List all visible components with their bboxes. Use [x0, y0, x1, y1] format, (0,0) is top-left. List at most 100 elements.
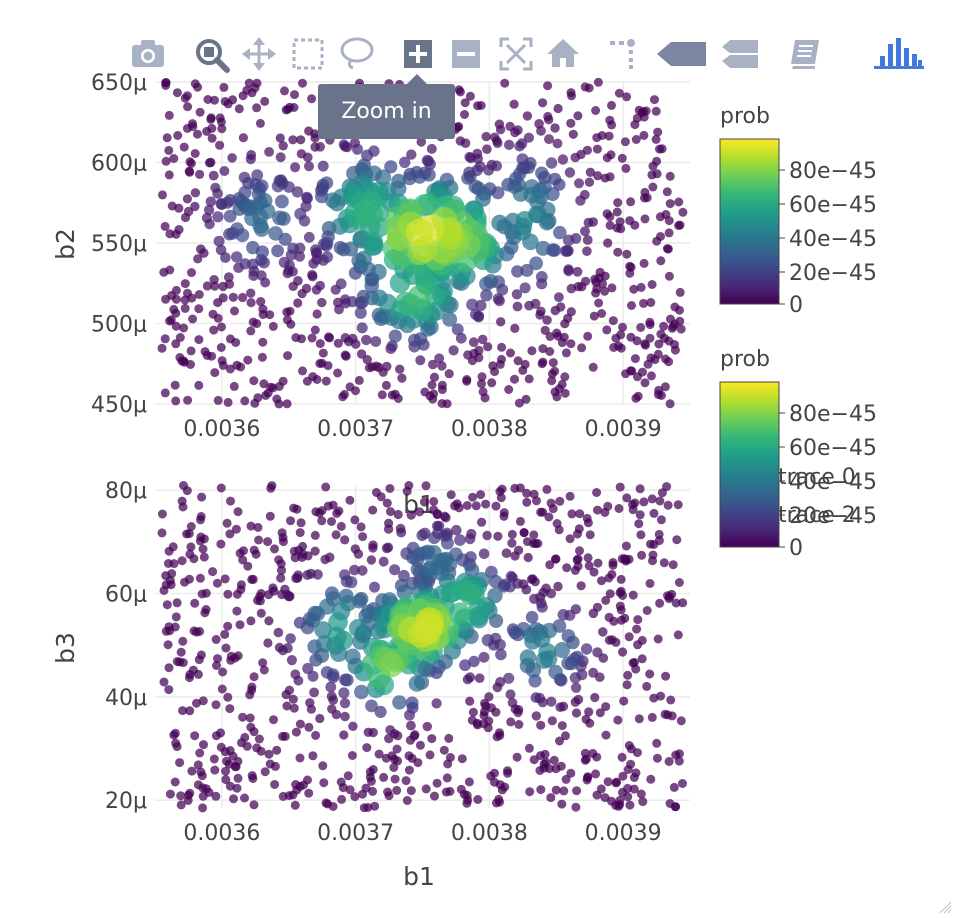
scatter-point: [506, 348, 515, 358]
scatter-point: [246, 288, 256, 298]
scatter-point: [671, 598, 681, 608]
scatter-point: [510, 127, 520, 138]
subplot-b1-b3[interactable]: 0.0036 0.0037 0.0038 0.0039 20μ 40μ 60μ 80μ b1…: [51, 479, 690, 891]
box-select-icon[interactable]: [292, 38, 324, 70]
zoom-icon[interactable]: [196, 39, 230, 73]
scatter-point: [575, 546, 584, 556]
scatter-point: [255, 118, 265, 128]
scatter-point: [275, 194, 289, 209]
scatter-point: [440, 536, 454, 550]
scatter-point: [194, 335, 204, 345]
resize-handle-icon[interactable]: [938, 900, 952, 914]
scatter-point: [550, 123, 560, 133]
legend-item-trace-0[interactable]: trace 0: [778, 465, 856, 490]
edit-in-chart-studio-icon[interactable]: [791, 40, 819, 69]
scatter-point: [278, 537, 288, 547]
subplot-b1-b2[interactable]: 0.0036 0.0037 0.0038 0.0039 450μ 500μ 550μ 600…: [51, 71, 690, 519]
scatter-point: [173, 131, 183, 140]
scatter-point: [476, 101, 486, 110]
scatter-point: [251, 549, 261, 559]
scatter-point: [190, 598, 200, 608]
scatter-point: [384, 160, 398, 174]
scatter-point: [429, 497, 439, 506]
scatter-point: [256, 589, 266, 598]
scatter-point: [501, 548, 512, 558]
scatter-point: [465, 152, 477, 164]
scatter-point: [176, 647, 186, 657]
scatter-point: [640, 378, 650, 388]
colorbar-tick-label: 80e−45: [789, 402, 877, 427]
scatter-point: [210, 765, 220, 775]
scatter-point: [662, 187, 672, 197]
zoom-out-icon[interactable]: [452, 40, 480, 68]
scatter-point: [513, 356, 523, 366]
scatter-point: [221, 775, 231, 785]
scatter-point: [612, 207, 622, 217]
legend[interactable]: trace 0 trace 2: [778, 465, 856, 528]
scatter-point: [629, 784, 639, 794]
scatter-point: [617, 752, 627, 762]
scatter-point: [369, 581, 380, 593]
scatter-point: [176, 800, 186, 810]
scatter-point: [290, 669, 301, 680]
plotly-logo-icon[interactable]: [874, 38, 924, 69]
scatter-point: [491, 501, 501, 511]
colorbar-2-gradient: [719, 381, 780, 548]
scatter-point: [201, 588, 211, 598]
scatter-point: [161, 156, 171, 166]
subplot-b1-b2-x-ticks: 0.0036 0.0037 0.0038 0.0039: [183, 417, 661, 442]
scatter-point: [607, 283, 617, 293]
hover-compare-icon[interactable]: [722, 40, 758, 68]
scatter-point: [591, 106, 601, 115]
lasso-select-icon[interactable]: [340, 37, 374, 70]
scatter-point: [572, 266, 583, 277]
scatter-point: [304, 161, 314, 172]
scatter-point: [437, 399, 447, 408]
scatter-point: [615, 588, 625, 598]
scatter-point: [622, 92, 632, 102]
scatter-point: [167, 569, 177, 579]
scatter-point: [230, 306, 239, 316]
scatter-point: [595, 708, 605, 718]
toggle-spike-lines-icon[interactable]: [610, 39, 635, 69]
scatter-point: [207, 351, 217, 361]
scatter-point: [441, 787, 451, 797]
scatter-point: [276, 559, 286, 569]
x-tick-label: 0.0036: [183, 417, 260, 442]
reset-axes-icon[interactable]: [547, 39, 579, 67]
scatter-point: [673, 500, 683, 510]
scatter-point: [315, 508, 324, 518]
scatter-point: [482, 144, 492, 154]
scatter-point: [676, 716, 686, 726]
camera-icon[interactable]: [132, 40, 164, 67]
scatter-point: [260, 767, 270, 777]
scatter-point: [363, 803, 373, 812]
scatter-point: [352, 143, 363, 155]
scatter-point: [444, 369, 454, 379]
scatter-point: [555, 496, 565, 506]
zoom-in-icon[interactable]: [404, 40, 432, 68]
scatter-point: [493, 531, 503, 541]
scatter-point: [281, 105, 291, 115]
scatter-point: [524, 374, 534, 384]
legend-item-trace-2[interactable]: trace 2: [778, 503, 856, 528]
scatter-point: [272, 210, 287, 226]
scatter-point: [162, 133, 172, 143]
scatter-point: [235, 620, 245, 630]
scatter-point: [510, 323, 520, 333]
scatter-point: [545, 560, 555, 570]
scatter-point: [488, 361, 498, 371]
scatter-point: [272, 394, 282, 404]
hover-closest-icon[interactable]: [657, 42, 706, 66]
scatter-point: [196, 767, 206, 777]
scatter-point: [393, 509, 403, 520]
autoscale-icon[interactable]: [499, 37, 533, 71]
scatter-point: [632, 624, 642, 634]
scatter-point: [280, 731, 290, 741]
scatter-point: [615, 482, 625, 492]
pan-icon[interactable]: [242, 37, 276, 71]
scatter-point: [303, 231, 315, 243]
scatter-point: [612, 223, 622, 233]
scatter-point: [567, 91, 576, 101]
